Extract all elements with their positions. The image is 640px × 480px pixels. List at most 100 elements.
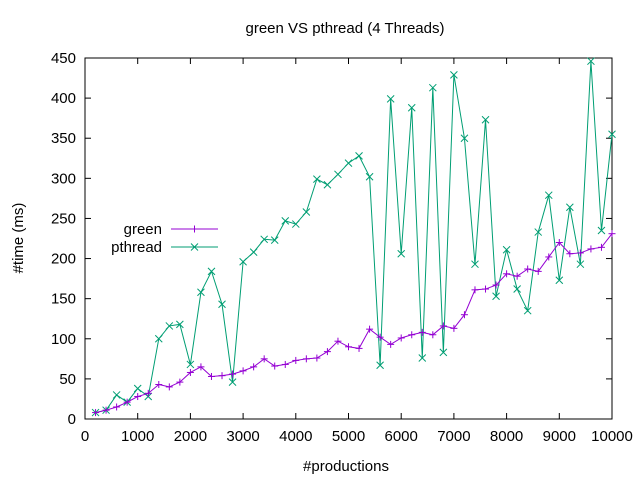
data-point-pthread bbox=[418, 354, 427, 362]
legend-label-green: green bbox=[124, 221, 162, 238]
data-point-pthread bbox=[555, 276, 564, 285]
data-point-pthread bbox=[502, 245, 511, 254]
data-point-green bbox=[292, 356, 300, 364]
series-line-pthread bbox=[95, 61, 613, 414]
data-point-pthread bbox=[386, 95, 395, 103]
data-point-pthread bbox=[239, 257, 247, 266]
legend-marker-pthread bbox=[190, 243, 199, 251]
data-point-pthread bbox=[534, 228, 543, 236]
x-tick-label: 1000 bbox=[121, 428, 154, 445]
data-point-green bbox=[113, 403, 121, 411]
y-tick-label: 150 bbox=[51, 291, 76, 308]
x-tick-label: 7000 bbox=[437, 428, 470, 445]
data-point-pthread bbox=[513, 285, 521, 293]
data-point-green bbox=[260, 355, 268, 363]
data-point-green bbox=[176, 378, 184, 386]
y-tick-label: 450 bbox=[51, 50, 76, 67]
data-point-green bbox=[218, 372, 226, 380]
series-points-green bbox=[92, 230, 616, 417]
data-point-green bbox=[271, 362, 279, 370]
data-point-pthread bbox=[228, 378, 237, 386]
data-point-green bbox=[302, 355, 310, 363]
data-point-green bbox=[323, 348, 331, 356]
data-point-pthread bbox=[112, 391, 121, 399]
data-point-pthread bbox=[154, 334, 163, 343]
data-point-green bbox=[92, 409, 100, 417]
data-point-green bbox=[597, 243, 605, 251]
x-tick-label: 4000 bbox=[279, 428, 312, 445]
data-point-green bbox=[102, 406, 110, 414]
y-tick-label: 350 bbox=[51, 130, 76, 147]
data-point-pthread bbox=[249, 248, 258, 256]
data-point-green bbox=[376, 333, 384, 341]
data-point-pthread bbox=[207, 267, 216, 276]
data-point-green bbox=[513, 272, 521, 280]
data-point-green bbox=[186, 368, 194, 376]
y-tick-label: 50 bbox=[59, 371, 76, 388]
series-line-green bbox=[95, 233, 613, 414]
data-point-green bbox=[450, 324, 458, 332]
data-point-green bbox=[471, 286, 479, 294]
data-point-green bbox=[555, 239, 563, 247]
legend-marker-green bbox=[191, 225, 198, 233]
data-point-pthread bbox=[376, 361, 384, 370]
data-point-pthread bbox=[397, 249, 406, 258]
data-point-green bbox=[418, 328, 426, 336]
data-point-green bbox=[545, 253, 553, 261]
data-point-pthread bbox=[492, 292, 500, 301]
x-tick-label: 3000 bbox=[226, 428, 259, 445]
x-tick-label: 9000 bbox=[543, 428, 576, 445]
data-point-green bbox=[397, 334, 405, 342]
x-tick-label: 2000 bbox=[174, 428, 207, 445]
y-axis-label: #time (ms) bbox=[10, 203, 27, 274]
data-point-pthread bbox=[302, 208, 311, 216]
plot-area: 0 1000 2000 3000 4000 5000 6000 7000 8000 9000 100… bbox=[51, 50, 633, 445]
y-tick-label: 200 bbox=[51, 251, 76, 268]
data-point-pthread bbox=[565, 203, 574, 212]
legend-label-pthread: pthread bbox=[111, 239, 162, 256]
data-point-pthread bbox=[291, 220, 300, 228]
data-point-green bbox=[281, 360, 289, 368]
data-point-pthread bbox=[471, 260, 479, 269]
data-point-green bbox=[239, 367, 247, 375]
data-point-green bbox=[165, 383, 173, 391]
data-point-green bbox=[608, 230, 616, 238]
data-point-green bbox=[482, 285, 490, 293]
data-point-green bbox=[524, 265, 532, 273]
data-point-green bbox=[387, 340, 395, 348]
x-tick-label: 0 bbox=[81, 428, 89, 445]
data-point-green bbox=[207, 372, 215, 380]
data-point-green bbox=[366, 325, 374, 333]
y-tick-label: 100 bbox=[51, 331, 76, 348]
y-tick-label: 400 bbox=[51, 90, 76, 107]
data-point-pthread bbox=[407, 103, 416, 112]
data-point-green bbox=[534, 267, 542, 275]
data-point-pthread bbox=[576, 260, 585, 269]
data-point-green bbox=[439, 322, 447, 330]
x-tick-label: 6000 bbox=[385, 428, 418, 445]
data-point-pthread bbox=[428, 83, 437, 92]
data-point-pthread bbox=[313, 175, 321, 183]
data-point-pthread bbox=[186, 360, 195, 369]
data-point-pthread bbox=[323, 180, 332, 189]
y-tick-label: 0 bbox=[68, 411, 76, 428]
data-point-green bbox=[229, 370, 237, 378]
data-point-green bbox=[197, 363, 205, 371]
data-point-green bbox=[566, 250, 574, 258]
y-tick-label: 300 bbox=[51, 170, 76, 187]
plot-frame bbox=[84, 57, 613, 420]
data-point-green bbox=[408, 331, 416, 339]
data-point-pthread bbox=[260, 235, 269, 244]
chart-title: green VS pthread (4 Threads) bbox=[245, 20, 444, 37]
data-point-pthread bbox=[597, 226, 606, 235]
data-point-green bbox=[144, 389, 152, 397]
data-point-green bbox=[429, 331, 437, 339]
data-point-pthread bbox=[365, 172, 374, 181]
data-point-pthread bbox=[218, 300, 226, 309]
y-tick-label: 250 bbox=[51, 210, 76, 227]
x-tick-label: 8000 bbox=[490, 428, 523, 445]
data-point-green bbox=[355, 344, 363, 352]
data-point-pthread bbox=[450, 70, 458, 79]
